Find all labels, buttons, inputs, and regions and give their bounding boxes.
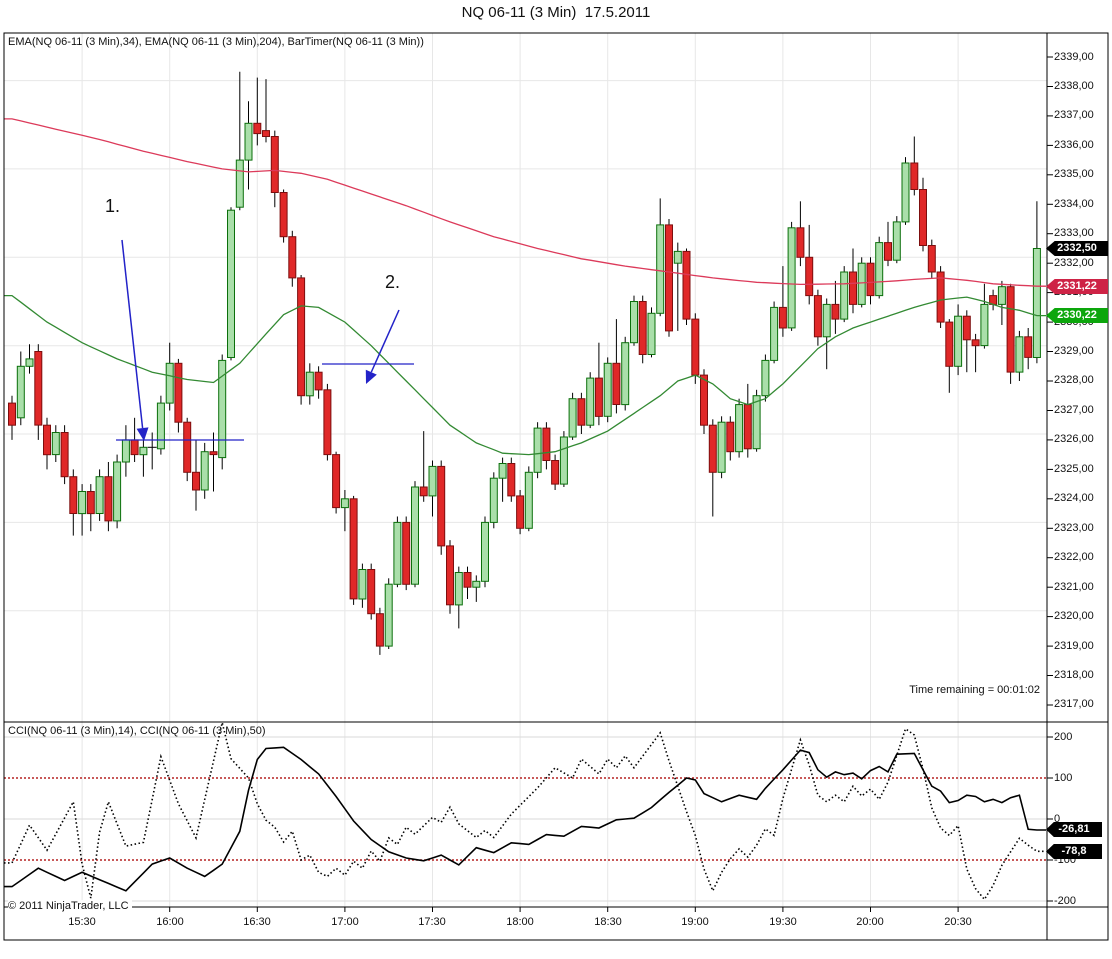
price-badge: 2332,50 <box>1046 241 1108 256</box>
price-tick-label: 2319,00 <box>1054 640 1094 652</box>
price-badge: 2330,22 <box>1046 308 1108 323</box>
chart-title: NQ 06-11 (3 Min) 17.5.2011 <box>461 4 651 21</box>
time-tick-label: 17:00 <box>331 916 359 928</box>
cci-level-lines <box>4 777 1047 861</box>
cci-tick-label: 0 <box>1054 813 1061 825</box>
time-tick-label: 15:30 <box>68 916 96 928</box>
cci-badge: -26,81 <box>1046 822 1102 837</box>
price-tick-label: 2323,00 <box>1054 522 1094 534</box>
cci-tick-label: -200 <box>1054 895 1077 907</box>
price-tick-label: 2324,00 <box>1054 492 1094 504</box>
cci-line <box>4 746 1046 892</box>
price-tick-label: 2325,00 <box>1054 463 1094 475</box>
price-tick-label: 2327,00 <box>1054 404 1094 416</box>
price-tick-label: 2317,00 <box>1054 698 1094 710</box>
cci-tick-label: 100 <box>1054 772 1073 784</box>
price-tick-label: 2335,00 <box>1054 168 1094 180</box>
cci-panel-indicator-label: CCI(NQ 06-11 (3 Min),14), CCI(NQ 06-11 (… <box>8 725 266 737</box>
time-tick-label: 20:00 <box>856 916 884 928</box>
bar-timer-label: Time remaining = 00:01:02 <box>909 684 1040 696</box>
time-tick-label: 16:30 <box>243 916 271 928</box>
time-tick-label: 19:00 <box>681 916 709 928</box>
ema-line <box>4 118 1046 287</box>
cci-line <box>4 722 1046 901</box>
cci-badge: -78,8 <box>1046 844 1102 859</box>
ema-line <box>4 294 1046 456</box>
price-tick-label: 2334,00 <box>1054 198 1094 210</box>
price-tick-label: 2328,00 <box>1054 374 1094 386</box>
price-tick-label: 2322,00 <box>1054 551 1094 563</box>
panel-borders <box>3 32 1109 941</box>
time-tick-label: 17:30 <box>418 916 446 928</box>
price-badge: 2331,22 <box>1046 279 1108 294</box>
price-tick-label: 2333,00 <box>1054 227 1094 239</box>
candles <box>8 71 1041 655</box>
time-tick-label: 18:30 <box>594 916 622 928</box>
price-tick-label: 2318,00 <box>1054 669 1094 681</box>
time-tick-label: 16:00 <box>156 916 184 928</box>
price-tick-label: 2321,00 <box>1054 581 1094 593</box>
price-tick-label: 2337,00 <box>1054 109 1094 121</box>
copyright-label: © 2011 NinjaTrader, LLC <box>8 900 132 912</box>
cci-tick-label: 200 <box>1054 731 1073 743</box>
price-tick-label: 2336,00 <box>1054 139 1094 151</box>
annotation-1-label: 1. <box>105 196 121 216</box>
price-panel-indicator-label: EMA(NQ 06-11 (3 Min),34), EMA(NQ 06-11 (… <box>8 36 424 48</box>
annotation-2-label: 2. <box>385 272 401 292</box>
annotation-drawings[interactable] <box>116 239 414 441</box>
price-tick-label: 2326,00 <box>1054 433 1094 445</box>
time-tick-label: 19:30 <box>769 916 797 928</box>
time-tick-label: 18:00 <box>506 916 534 928</box>
price-tick-label: 2339,00 <box>1054 51 1094 63</box>
price-tick-label: 2329,00 <box>1054 345 1094 357</box>
price-tick-label: 2332,00 <box>1054 257 1094 269</box>
time-tick-label: 20:30 <box>944 916 972 928</box>
price-tick-label: 2320,00 <box>1054 610 1094 622</box>
price-tick-label: 2338,00 <box>1054 80 1094 92</box>
